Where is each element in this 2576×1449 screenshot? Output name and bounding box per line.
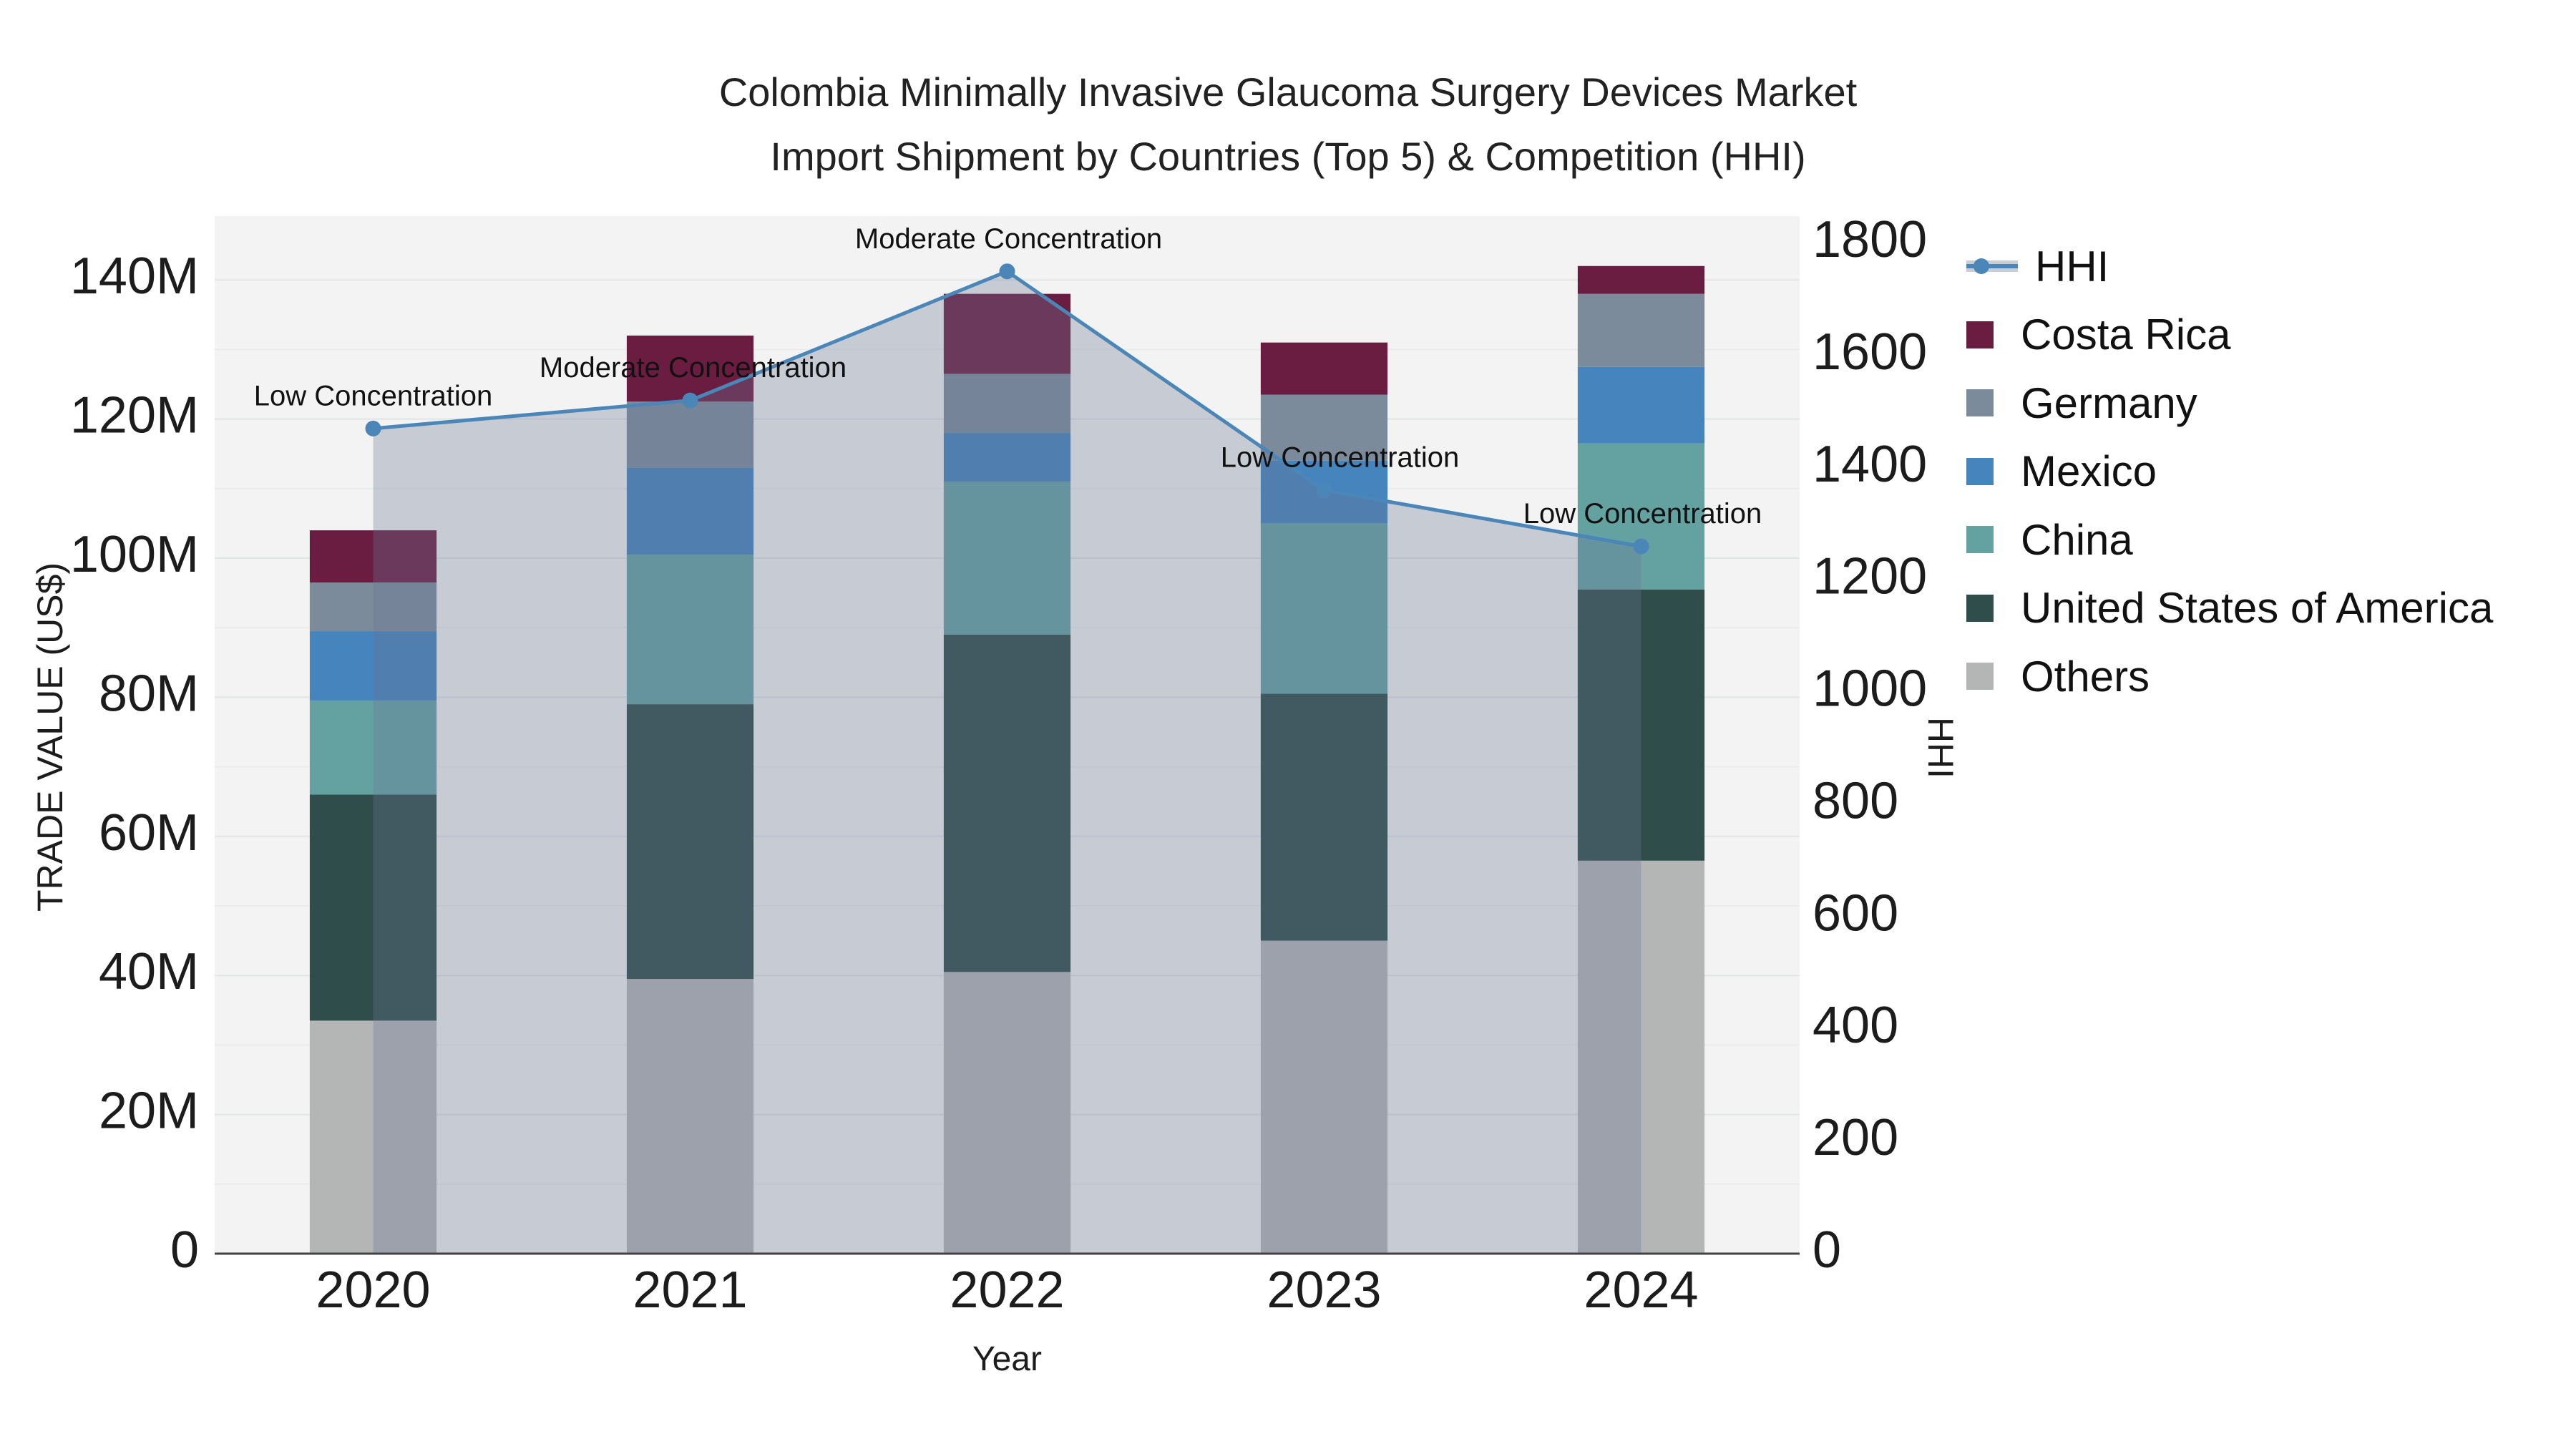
bar-segment-costa-rica-2024[interactable] bbox=[1577, 265, 1705, 294]
bar-segment-germany-2020[interactable] bbox=[309, 582, 437, 632]
legend-item-others[interactable]: Others bbox=[1966, 642, 2150, 711]
bar-segment-united-states-of-america-2024[interactable] bbox=[1577, 589, 1705, 861]
legend-item-germany[interactable]: Germany bbox=[1966, 369, 2197, 437]
bar-segment-germany-2021[interactable] bbox=[626, 401, 754, 468]
bar-segment-mexico-2022[interactable] bbox=[943, 433, 1071, 482]
y-left-tick-label: 60M bbox=[99, 804, 199, 862]
annotation-label: Moderate Concentration bbox=[540, 352, 847, 384]
annotation-label: Moderate Concentration bbox=[855, 223, 1162, 255]
chart-title-line1: Colombia Minimally Invasive Glaucoma Sur… bbox=[718, 69, 1858, 114]
legend-label: HHI bbox=[2035, 242, 2109, 291]
bar-segment-others-2021[interactable] bbox=[626, 979, 754, 1254]
bar-segment-mexico-2021[interactable] bbox=[626, 467, 754, 555]
x-tick-label-2022[interactable]: 2022 bbox=[950, 1262, 1064, 1319]
legend-label: United States of America bbox=[2021, 584, 2494, 632]
legend-label: Mexico bbox=[2021, 447, 2157, 495]
bar-segment-china-2023[interactable] bbox=[1260, 523, 1388, 694]
y-left-tick-label: 140M bbox=[70, 248, 199, 305]
y-right-tick-label: 1000 bbox=[1813, 660, 1927, 718]
y-right-tick-label: 1400 bbox=[1813, 436, 1927, 493]
annotation-label: Low Concentration bbox=[1221, 442, 1460, 474]
legend-swatch bbox=[1966, 594, 1994, 622]
hhi-marker-2023[interactable] bbox=[1316, 482, 1332, 499]
legend-label: Others bbox=[2021, 652, 2150, 701]
x-axis-title: Year bbox=[972, 1340, 1042, 1378]
legend-swatch bbox=[1966, 321, 1994, 348]
hhi-marker-2024[interactable] bbox=[1633, 538, 1649, 555]
legend-item-hhi[interactable]: HHI bbox=[1966, 232, 2109, 301]
bar-segment-costa-rica-2022[interactable] bbox=[943, 293, 1071, 374]
legend-label: Germany bbox=[2021, 379, 2197, 427]
x-tick-label-2023[interactable]: 2023 bbox=[1267, 1262, 1381, 1319]
y-left-tick-label: 20M bbox=[99, 1083, 199, 1140]
bar-segment-others-2024[interactable] bbox=[1577, 860, 1705, 1254]
legend-label: Costa Rica bbox=[2021, 311, 2231, 358]
bar-segment-others-2022[interactable] bbox=[943, 972, 1071, 1254]
hhi-line-legend-icon bbox=[1966, 252, 2018, 280]
chart-title-line2: Import Shipment by Countries (Top 5) & C… bbox=[770, 134, 1806, 179]
bar-segment-china-2020[interactable] bbox=[309, 701, 437, 795]
x-tick-label-2020[interactable]: 2020 bbox=[316, 1262, 430, 1319]
bar-segment-others-2020[interactable] bbox=[309, 1020, 437, 1254]
bar-segment-mexico-2024[interactable] bbox=[1577, 366, 1705, 444]
hhi-area-fill bbox=[373, 271, 1641, 1254]
bar-segment-united-states-of-america-2021[interactable] bbox=[626, 704, 754, 980]
x-tick-label-2021[interactable]: 2021 bbox=[633, 1262, 747, 1319]
legend-item-mexico[interactable]: Mexico bbox=[1966, 437, 2157, 506]
bar-segment-costa-rica-2020[interactable] bbox=[309, 530, 437, 583]
y-left-tick-label: 80M bbox=[99, 665, 199, 722]
hhi-marker-2022[interactable] bbox=[999, 263, 1015, 280]
legend-item-china[interactable]: China bbox=[1966, 505, 2133, 574]
bar-segment-germany-2023[interactable] bbox=[1260, 394, 1388, 461]
x-tick-label-2024[interactable]: 2024 bbox=[1584, 1262, 1698, 1319]
y-right-tick-label: 1200 bbox=[1813, 548, 1927, 605]
legend-swatch bbox=[1966, 389, 1994, 416]
bar-segment-others-2023[interactable] bbox=[1260, 940, 1388, 1254]
bar-segment-costa-rica-2021[interactable] bbox=[626, 335, 754, 402]
bar-segment-china-2022[interactable] bbox=[943, 482, 1071, 635]
y-right-tick-label: 400 bbox=[1813, 997, 1898, 1054]
y-right-tick-label: 600 bbox=[1813, 884, 1898, 942]
bar-segment-china-2021[interactable] bbox=[626, 555, 754, 705]
legend-item-costa-rica[interactable]: Costa Rica bbox=[1966, 301, 2230, 369]
bar-segment-united-states-of-america-2023[interactable] bbox=[1260, 693, 1388, 941]
hhi-marker-2021[interactable] bbox=[682, 392, 698, 409]
y-left-tick-label: 120M bbox=[70, 387, 199, 444]
bar-segment-united-states-of-america-2022[interactable] bbox=[943, 634, 1071, 972]
bar-segment-costa-rica-2023[interactable] bbox=[1260, 342, 1388, 395]
legend-swatch bbox=[1966, 526, 1994, 553]
legend-label: China bbox=[2021, 515, 2133, 564]
bar-segment-germany-2022[interactable] bbox=[943, 374, 1071, 434]
y-left-tick-label: 0 bbox=[170, 1221, 199, 1279]
annotation-label: Low Concentration bbox=[254, 380, 493, 411]
y-right-tick-label: 200 bbox=[1813, 1109, 1898, 1166]
y-left-tick-label: 40M bbox=[99, 943, 199, 1000]
hhi-marker-2020[interactable] bbox=[365, 420, 381, 436]
y-right-tick-label: 1800 bbox=[1813, 211, 1927, 268]
y-right-tick-label: 1600 bbox=[1813, 323, 1927, 381]
bar-segment-germany-2024[interactable] bbox=[1577, 293, 1705, 367]
y-right-tick-label: 800 bbox=[1813, 772, 1898, 829]
bar-segment-mexico-2020[interactable] bbox=[309, 631, 437, 701]
annotation-label: Low Concentration bbox=[1523, 498, 1762, 530]
y-left-tick-label: 100M bbox=[70, 526, 199, 583]
bar-segment-united-states-of-america-2020[interactable] bbox=[309, 794, 437, 1021]
y-right-tick-label: 0 bbox=[1813, 1221, 1841, 1279]
bar-segment-china-2024[interactable] bbox=[1577, 443, 1705, 590]
legend-swatch bbox=[1966, 457, 1994, 485]
legend-swatch bbox=[1966, 663, 1994, 690]
legend-item-united-states-of-america[interactable]: United States of America bbox=[1966, 574, 2493, 643]
